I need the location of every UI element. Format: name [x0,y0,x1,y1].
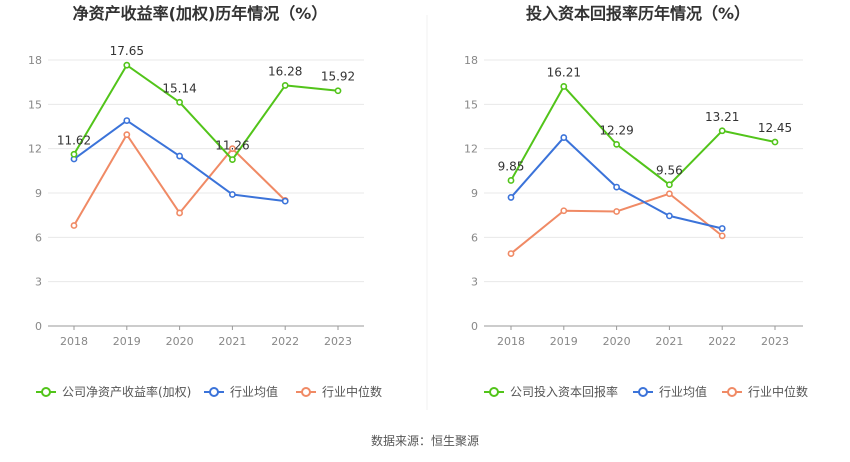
y-tick-label: 12 [28,143,42,156]
point-company [228,156,236,164]
point-avg [123,117,131,124]
point-median [507,250,515,257]
point-company [560,83,568,90]
data-label: 9.85 [498,159,525,173]
x-tick-label: 2022 [708,335,736,348]
legend-label: 行业均值 [659,384,707,399]
data-label: 13.21 [705,110,739,124]
data-label: 12.29 [599,123,633,137]
point-median [228,145,236,153]
legend-label: 公司净资产收益率(加权) [62,384,191,399]
legend-swatch-marker [638,387,648,397]
point-median [613,208,620,215]
point-avg [666,212,673,220]
y-tick-label: 3 [35,276,42,289]
point-median [123,131,131,139]
x-tick-label: 2020 [166,335,194,348]
data-label: 16.28 [268,64,302,78]
y-tick-label: 18 [464,54,478,67]
point-company [281,82,289,89]
y-tick-label: 6 [471,231,478,244]
data-label: 11.62 [57,133,91,147]
point-company [123,61,131,69]
legend-swatch-marker [41,387,51,397]
legend-swatch-marker [727,387,737,397]
x-tick-label: 2019 [113,335,141,348]
x-tick-label: 2018 [60,335,88,348]
y-tick-label: 12 [464,143,478,156]
point-company [70,150,78,158]
legend-swatch-marker [301,387,311,397]
point-median [70,222,78,229]
y-tick-label: 15 [464,98,478,111]
data-label: 11.26 [215,139,249,153]
chart-title: 净资产收益率(加权)历年情况（%） [73,4,328,23]
y-tick-label: 0 [35,320,42,333]
series-line-median [510,192,723,255]
chart-2: 投入资本回报率历年情况（%） 0 3 6 9 12 15 18 2018 2019 2020 2021… [464,4,808,399]
data-label: 16.21 [547,65,581,79]
legend-item-company: 公司投入资本回报率 [484,384,618,399]
chart-1: 净资产收益率(加权)历年情况（%） 0 3 6 9 12 15 18 2018 2019 2020 2… [28,4,382,399]
data-label: 15.92 [321,70,355,84]
data-label: 9.56 [656,164,683,178]
point-avg [507,194,515,201]
point-median [176,209,183,217]
y-tick-label: 15 [28,98,42,111]
legend-label: 行业均值 [230,384,278,399]
x-tick-label: 2021 [655,335,683,348]
chart-title: 投入资本回报率历年情况（%） [526,4,750,23]
series-line-company [510,85,776,186]
legend-item-company: 公司净资产收益率(加权) [36,384,191,399]
y-tick-label: 6 [35,231,42,244]
point-company [507,177,515,184]
point-company [718,127,726,135]
y-tick-label: 3 [471,276,478,289]
x-tick-label: 2023 [324,335,352,348]
legend-swatch-marker [209,387,219,397]
series-line-avg [73,119,286,203]
y-tick-label: 0 [471,320,478,333]
point-avg [718,225,726,232]
data-label: 12.45 [758,121,792,135]
legend-label: 行业中位数 [322,384,382,399]
point-avg [176,152,183,160]
legend-item-avg: 行业均值 [204,384,278,399]
point-median [718,232,726,240]
point-avg [560,134,568,141]
y-tick-label: 18 [28,54,42,67]
data-label: 15.14 [162,81,196,95]
source-note: 数据来源：恒生聚源 [370,434,479,448]
legend-item-median: 行业中位数 [296,384,382,399]
x-tick-label: 2022 [271,335,299,348]
point-company [771,138,779,146]
point-company [613,140,620,148]
y-tick-label: 9 [35,187,42,200]
y-tick-label: 9 [471,187,478,200]
legend-swatch-marker [489,387,499,397]
point-company [334,87,342,95]
point-company [176,98,183,106]
x-tick-label: 2023 [761,335,789,348]
series-line-company [73,64,339,161]
point-avg [613,183,620,191]
x-tick-label: 2021 [218,335,246,348]
point-avg [228,191,236,198]
data-label: 17.65 [110,44,144,58]
legend-item-median: 行业中位数 [722,384,808,399]
legend-label: 行业中位数 [748,384,808,399]
point-company [666,181,673,189]
x-tick-label: 2018 [497,335,525,348]
point-median [560,207,568,215]
point-median [666,190,673,198]
x-tick-label: 2019 [550,335,578,348]
x-tick-label: 2020 [603,335,631,348]
point-avg [281,197,289,205]
legend-label: 公司投入资本回报率 [510,384,618,399]
legend-item-avg: 行业均值 [633,384,707,399]
